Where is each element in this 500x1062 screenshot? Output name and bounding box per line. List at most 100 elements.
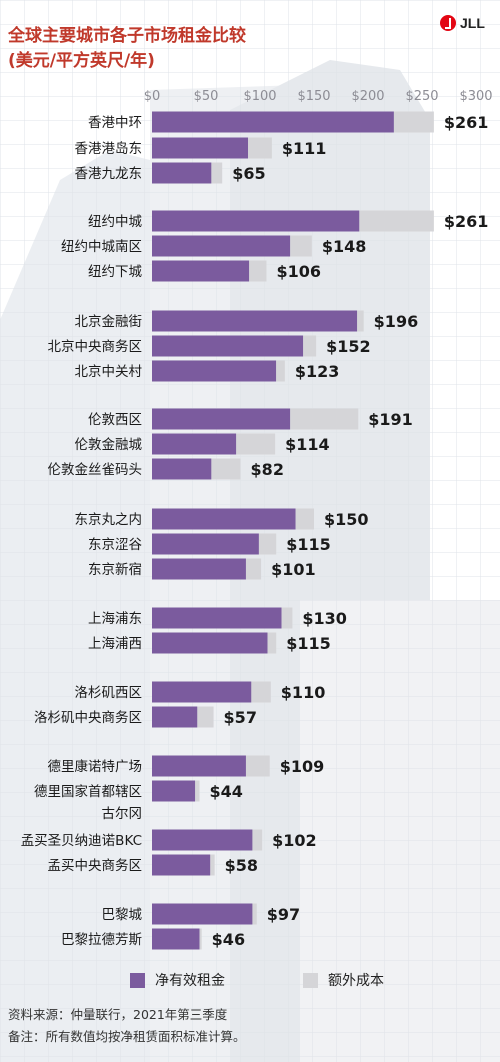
- bar-net-rent: [152, 210, 360, 232]
- bar-net-rent: [152, 260, 250, 282]
- category-label: 古尔冈: [102, 806, 143, 822]
- bar-net-rent: [152, 755, 246, 777]
- legend-net-rent-label: 净有效租金: [155, 973, 225, 989]
- bar-extra-cost: [245, 558, 262, 580]
- source-note: 资料来源：仲量联行，2021年第三季度: [8, 1007, 228, 1022]
- bar-extra-cost: [357, 310, 364, 332]
- data-label: $148: [322, 237, 367, 256]
- bar-net-rent: [152, 310, 358, 332]
- data-label: $97: [267, 905, 300, 924]
- category-label: 孟买圣贝纳迪诺BKC: [21, 833, 142, 849]
- bar-net-rent: [152, 903, 253, 925]
- category-label: 东京丸之内: [75, 512, 143, 528]
- bar-extra-cost: [210, 854, 215, 876]
- legend-extra-cost-label: 额外成本: [328, 973, 384, 989]
- x-tick-label: $50: [194, 89, 219, 104]
- bar-extra-cost: [267, 632, 277, 654]
- jll-logo-icon: [440, 15, 456, 31]
- x-tick-label: $100: [243, 89, 276, 104]
- chart-subtitle: (美元/平方英尺/年): [8, 51, 155, 71]
- data-label: $110: [281, 683, 326, 702]
- category-label: 洛杉矶西区: [75, 685, 143, 701]
- x-tick-label: $0: [144, 89, 161, 104]
- data-label: $44: [210, 782, 243, 801]
- chart-title: 全球主要城市各子市场租金比较: [8, 26, 246, 46]
- category-label: 孟买中央商务区: [48, 858, 143, 874]
- data-label: $261: [444, 212, 489, 231]
- bar-net-rent: [152, 111, 394, 133]
- bar-net-rent: [152, 335, 304, 357]
- legend-net-rent-swatch: [130, 972, 145, 988]
- bar-extra-cost: [245, 755, 270, 777]
- bar-net-rent: [152, 162, 212, 184]
- bar-net-rent: [152, 137, 249, 159]
- category-label: 德里康诺特广场: [48, 758, 143, 775]
- category-label: 纽约中城南区: [61, 239, 142, 255]
- data-label: $196: [374, 312, 419, 331]
- data-label: $101: [271, 560, 316, 579]
- category-label: 德里国家首都辖区: [34, 783, 142, 800]
- bar-extra-cost: [236, 433, 276, 455]
- category-label: 巴黎城: [102, 907, 143, 923]
- data-label: $261: [444, 113, 489, 132]
- bar-extra-cost: [290, 408, 359, 430]
- category-label: 上海浦东: [88, 611, 142, 627]
- bar-extra-cost: [303, 335, 317, 357]
- data-label: $57: [224, 708, 257, 727]
- category-label: 纽约中城: [88, 214, 142, 230]
- bar-extra-cost: [252, 829, 263, 851]
- jll-logo: JLL: [440, 15, 485, 31]
- data-label: $106: [276, 262, 321, 281]
- bar-extra-cost: [276, 360, 285, 382]
- legend-extra-cost-swatch: [303, 972, 318, 988]
- category-label: 北京中关村: [75, 364, 143, 380]
- category-label: 香港中环: [88, 115, 142, 131]
- bar-net-rent: [152, 408, 291, 430]
- x-tick-label: $150: [297, 89, 330, 104]
- bar-net-rent: [152, 458, 212, 480]
- bar-net-rent: [152, 780, 196, 802]
- x-tick-label: $250: [405, 89, 438, 104]
- bar-extra-cost: [211, 162, 223, 184]
- data-label: $115: [286, 535, 331, 554]
- bar-extra-cost: [290, 235, 312, 257]
- data-label: $109: [280, 757, 325, 776]
- bar-net-rent: [152, 928, 200, 950]
- category-label: 北京中央商务区: [48, 339, 143, 355]
- legend-extra-cost: 额外成本: [303, 970, 384, 990]
- category-label: 伦敦金丝雀码头: [48, 462, 143, 478]
- bar-net-rent: [152, 829, 253, 851]
- data-label: $58: [225, 856, 258, 875]
- category-label: 香港港岛东: [75, 141, 143, 157]
- footnote: 备注：所有数值均按净租赁面积标准计算。: [8, 1029, 246, 1044]
- data-label: $130: [302, 609, 347, 628]
- bar-extra-cost: [211, 458, 241, 480]
- bar-extra-cost: [248, 137, 272, 159]
- bar-extra-cost: [258, 533, 277, 555]
- bar-net-rent: [152, 632, 268, 654]
- data-label: $152: [326, 337, 371, 356]
- category-label: 巴黎拉德芳斯: [61, 932, 142, 948]
- bar-net-rent: [152, 360, 277, 382]
- bar-net-rent: [152, 854, 211, 876]
- category-label: 洛杉矶中央商务区: [34, 710, 142, 726]
- data-label: $111: [282, 139, 327, 158]
- category-label: 东京新宿: [88, 561, 142, 578]
- data-label: $82: [251, 460, 284, 479]
- bar-net-rent: [152, 533, 259, 555]
- category-label: 东京涩谷: [88, 537, 142, 553]
- category-label: 北京金融街: [75, 314, 143, 330]
- bar-net-rent: [152, 433, 237, 455]
- bar-extra-cost: [199, 928, 202, 950]
- bar-net-rent: [152, 607, 282, 629]
- bar-extra-cost: [197, 706, 214, 728]
- category-label: 伦敦西区: [88, 412, 142, 428]
- bar-net-rent: [152, 558, 246, 580]
- bar-extra-cost: [295, 508, 314, 530]
- category-label: 上海浦西: [88, 636, 142, 652]
- legend-net-rent: 净有效租金: [130, 970, 225, 990]
- data-label: $65: [232, 164, 265, 183]
- bar-extra-cost: [252, 903, 257, 925]
- bar-net-rent: [152, 235, 291, 257]
